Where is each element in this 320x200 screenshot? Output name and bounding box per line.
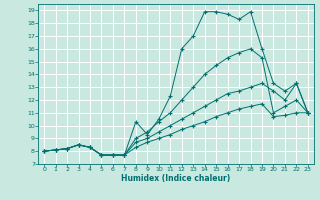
X-axis label: Humidex (Indice chaleur): Humidex (Indice chaleur) bbox=[121, 174, 231, 183]
